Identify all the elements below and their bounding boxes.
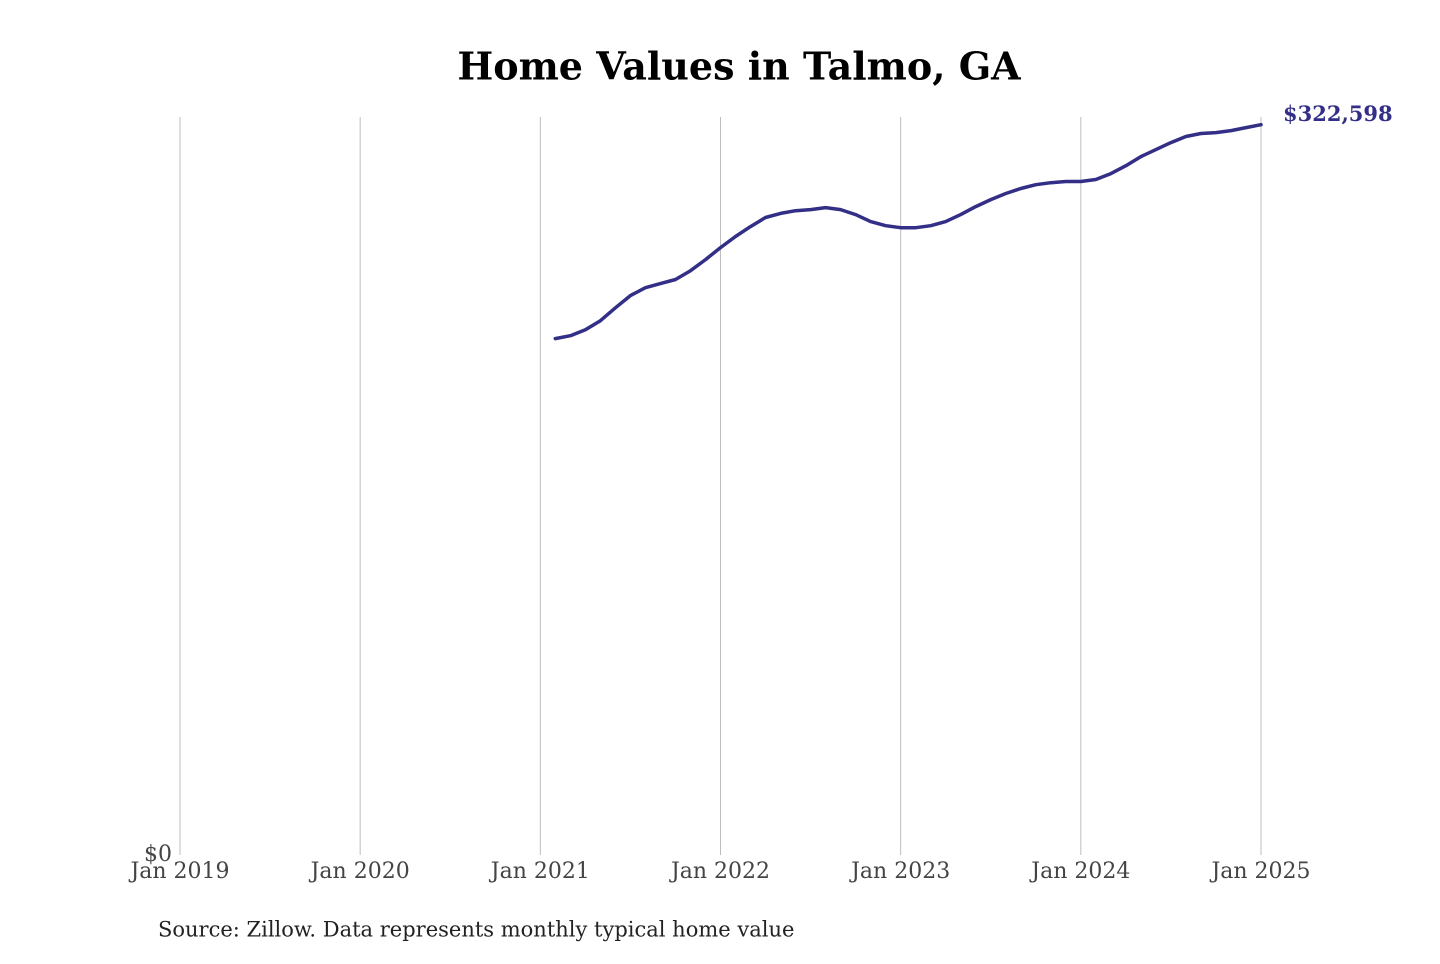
x-tick-label: Jan 2019 — [128, 859, 229, 884]
x-tick-label: Jan 2025 — [1209, 859, 1310, 884]
value-label: $322,598 — [1283, 101, 1393, 126]
source-note: Source: Zillow. Data represents monthly … — [158, 918, 794, 942]
x-tick-label: Jan 2024 — [1029, 859, 1130, 884]
chart-title: Home Values in Talmo, GA — [457, 44, 1021, 89]
x-tick-label: Jan 2022 — [669, 859, 770, 884]
x-tick-label: Jan 2021 — [489, 859, 590, 884]
y-tick-label: $0 — [144, 842, 172, 867]
x-tick-label: Jan 2023 — [849, 859, 950, 884]
x-tick-label: Jan 2020 — [309, 859, 410, 884]
series-line — [553, 122, 1263, 341]
